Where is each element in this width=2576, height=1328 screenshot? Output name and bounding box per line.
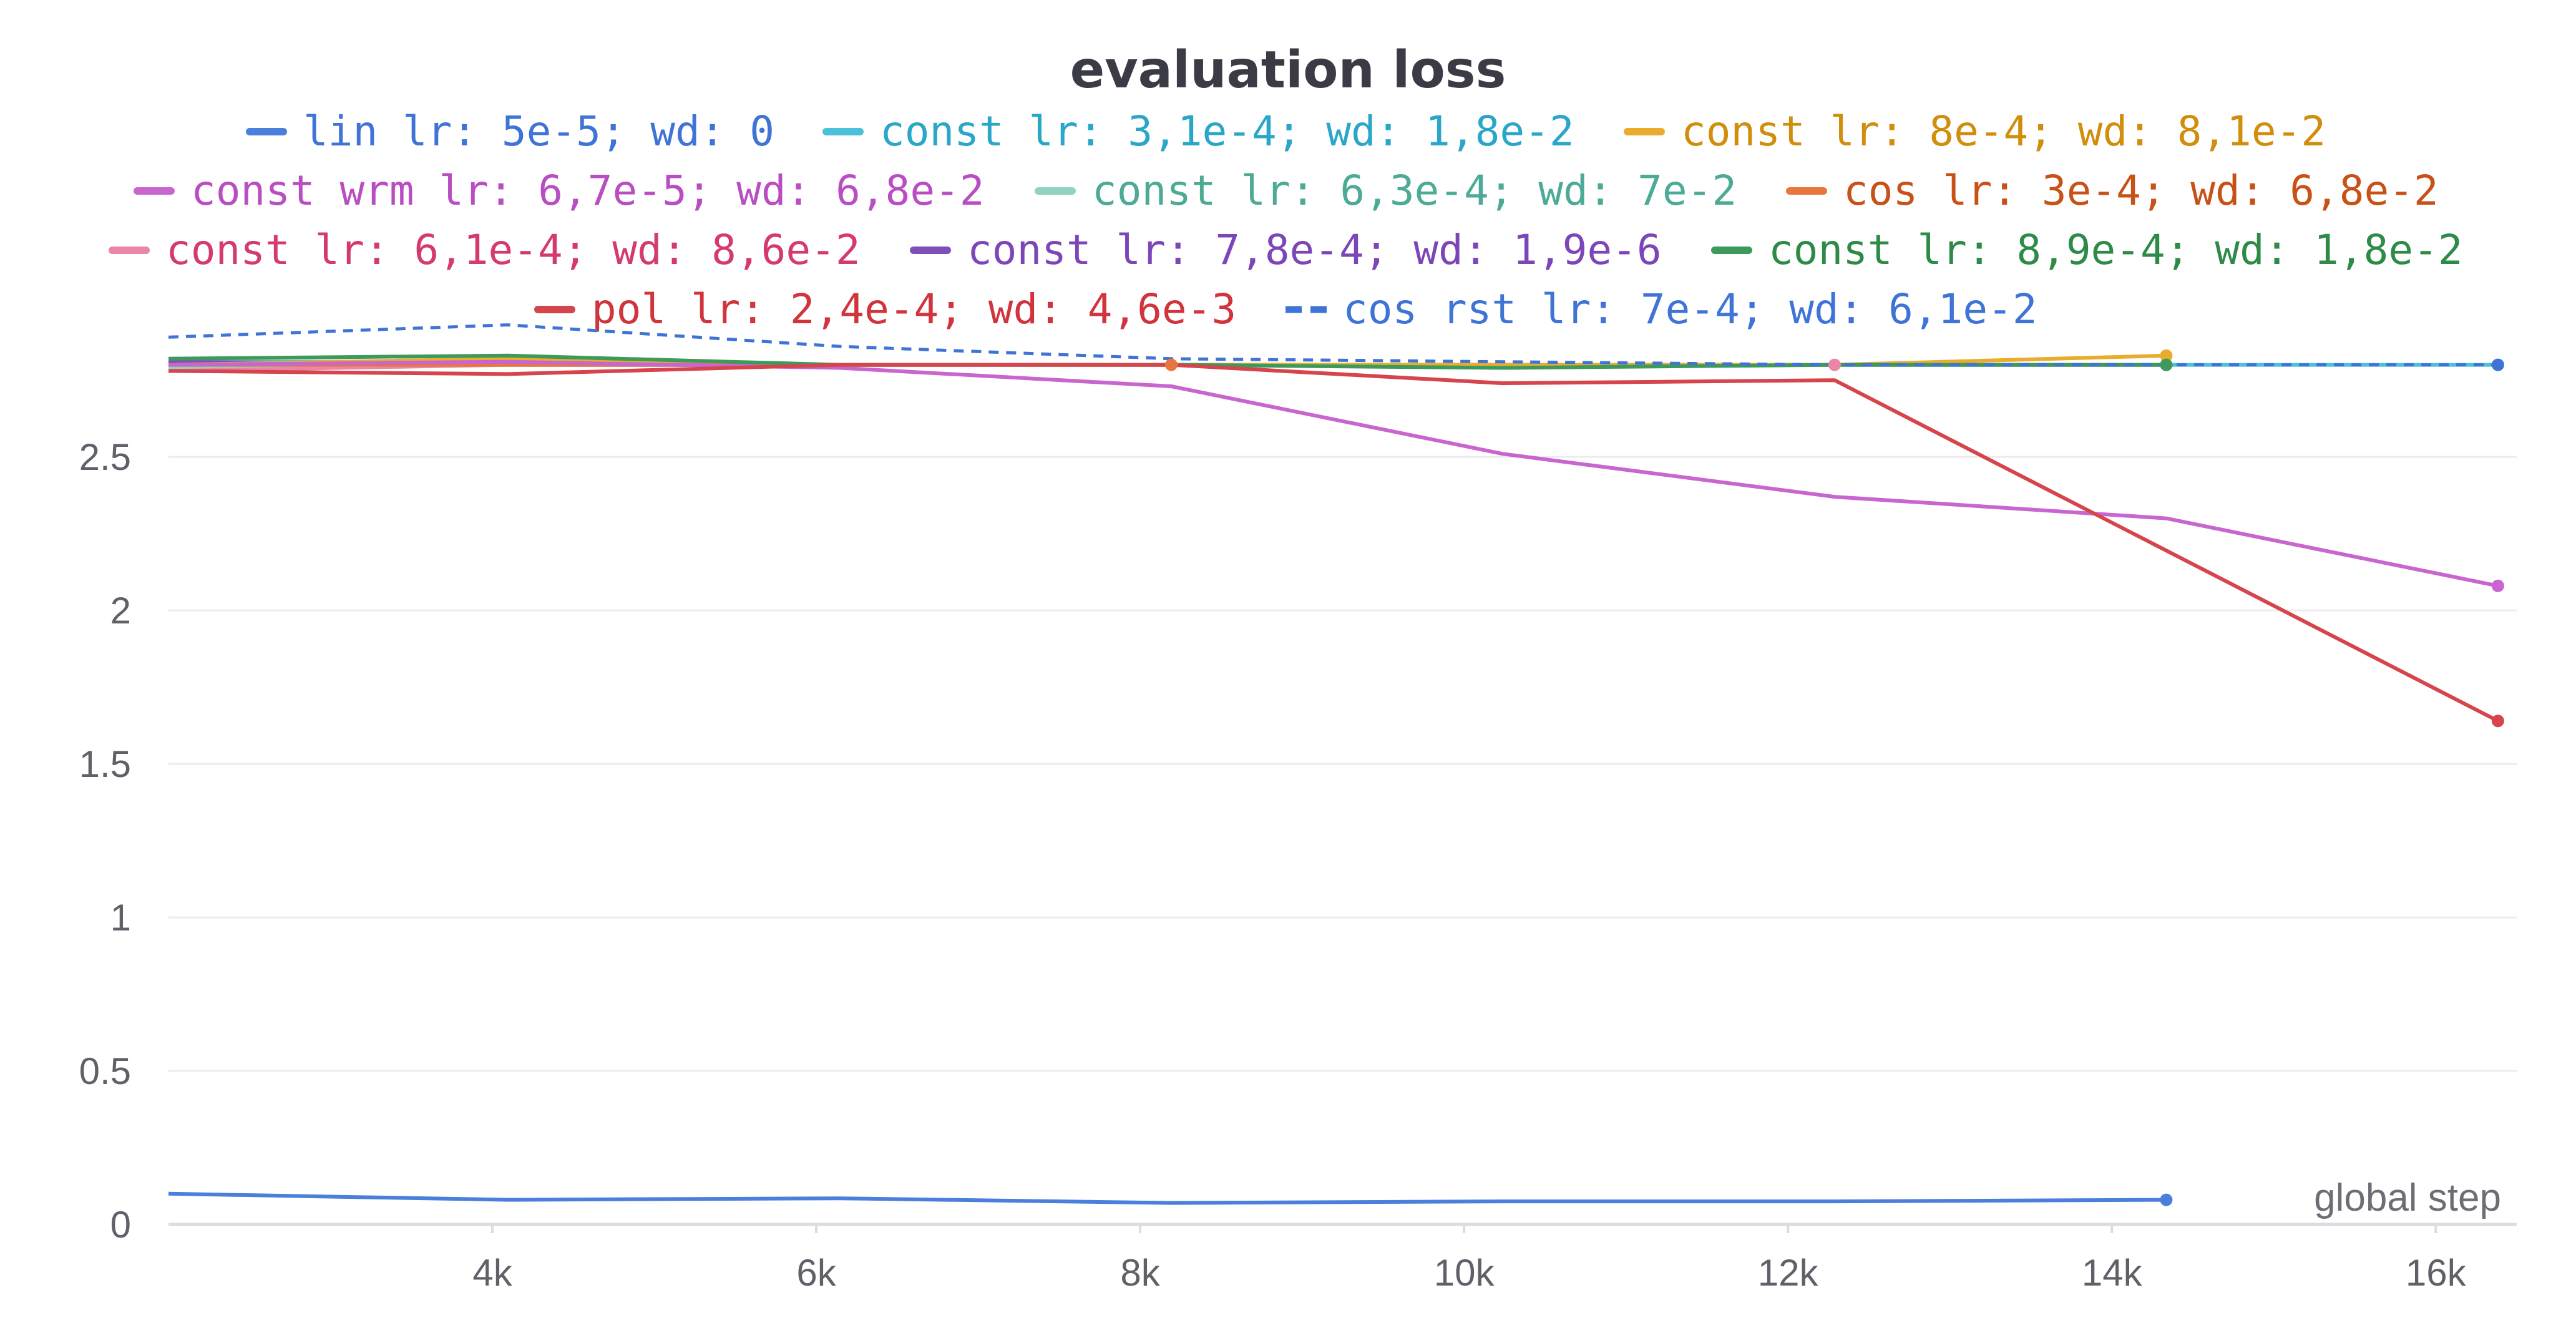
series-end-point [1828, 358, 1841, 371]
series-end-point [2491, 715, 2504, 728]
series-line [168, 359, 2499, 588]
legend-item[interactable]: const lr: 8e-4; wd: 8,1e-2 [1624, 107, 2326, 155]
series-end-point [1164, 358, 1178, 371]
y-tick-label: 1 [110, 897, 131, 939]
legend-swatch [134, 187, 175, 195]
y-tick-label: 2.5 [79, 436, 131, 478]
legend-label: cos rst lr: 7e-4; wd: 6,1e-2 [1343, 285, 2037, 333]
legend-label: pol lr: 2,4e-4; wd: 4,6e-3 [592, 285, 1236, 333]
x-axis-title: global step [2314, 1176, 2501, 1219]
x-tick-label: 4k [472, 1252, 512, 1294]
series-end-points [1164, 349, 2504, 1206]
legend-label: const lr: 6,1e-4; wd: 8,6e-2 [166, 226, 861, 274]
legend-label: const lr: 3,1e-4; wd: 1,8e-2 [880, 107, 1574, 155]
legend-label: const lr: 8,9e-4; wd: 1,8e-2 [1769, 226, 2463, 274]
legend-swatch [246, 128, 287, 135]
x-tick-label: 16k [2406, 1252, 2467, 1294]
series-line [168, 323, 2498, 367]
legend-swatch [534, 306, 575, 313]
y-tick-label: 2 [110, 590, 131, 632]
grid [168, 456, 2517, 1072]
y-axis-ticks: 0 0.5 1 1.5 2 2.5 [79, 436, 131, 1246]
y-tick-label: 0.5 [79, 1050, 131, 1092]
legend-swatch [109, 247, 150, 254]
x-tick-label: 8k [1120, 1252, 1160, 1294]
y-tick-label: 1.5 [79, 743, 131, 785]
x-tick-label: 14k [2082, 1252, 2143, 1294]
legend-label: const wrm lr: 6,7e-5; wd: 6,8e-2 [191, 167, 985, 215]
x-tick-label: 12k [1758, 1252, 1819, 1294]
legend-swatch [910, 247, 951, 254]
legend-item[interactable]: cos rst lr: 7e-4; wd: 6,1e-2 [1286, 285, 2037, 333]
series-line [168, 1191, 2167, 1205]
y-tick-label: 0 [110, 1204, 131, 1246]
legend-item[interactable]: const lr: 6,3e-4; wd: 7e-2 [1035, 167, 1737, 215]
legend-swatch [1624, 128, 1665, 135]
x-tick-label: 10k [1434, 1252, 1495, 1294]
series-end-point [2160, 358, 2173, 371]
legend-label: const lr: 6,3e-4; wd: 7e-2 [1092, 167, 1737, 215]
legend-item[interactable]: pol lr: 2,4e-4; wd: 4,6e-3 [534, 285, 1236, 333]
series-end-point [2491, 358, 2504, 371]
legend-label: cos lr: 3e-4; wd: 6,8e-2 [1843, 167, 2439, 215]
legend-label: const lr: 7,8e-4; wd: 1,9e-6 [967, 226, 1662, 274]
legend-item[interactable]: lin lr: 5e-5; wd: 0 [246, 107, 774, 155]
legend-item[interactable]: const lr: 7,8e-4; wd: 1,9e-6 [910, 226, 1662, 274]
x-tick-label: 6k [796, 1252, 836, 1294]
legend-label: const lr: 8e-4; wd: 8,1e-2 [1681, 107, 2326, 155]
legend-item[interactable]: const lr: 3,1e-4; wd: 1,8e-2 [822, 107, 1574, 155]
legend-label: lin lr: 5e-5; wd: 0 [303, 107, 774, 155]
series-end-point [2491, 579, 2504, 592]
legend: lin lr: 5e-5; wd: 0 const lr: 3,1e-4; wd:… [109, 107, 2463, 333]
series-end-point [2160, 1193, 2173, 1206]
legend-swatch [1711, 247, 1752, 254]
series-end-point [2160, 349, 2173, 362]
legend-swatch [822, 128, 864, 135]
legend-item[interactable]: const lr: 8,9e-4; wd: 1,8e-2 [1711, 226, 2463, 274]
legend-swatch [1035, 187, 1076, 195]
legend-swatch [1786, 187, 1827, 195]
legend-item[interactable]: const lr: 6,1e-4; wd: 8,6e-2 [109, 226, 861, 274]
x-axis-ticks: 4k 6k 8k 10k 12k 14k 16k [472, 1224, 2467, 1294]
legend-item[interactable]: const wrm lr: 6,7e-5; wd: 6,8e-2 [134, 167, 985, 215]
legend-item[interactable]: cos lr: 3e-4; wd: 6,8e-2 [1786, 167, 2439, 215]
chart-title: evaluation loss [1070, 41, 1506, 100]
